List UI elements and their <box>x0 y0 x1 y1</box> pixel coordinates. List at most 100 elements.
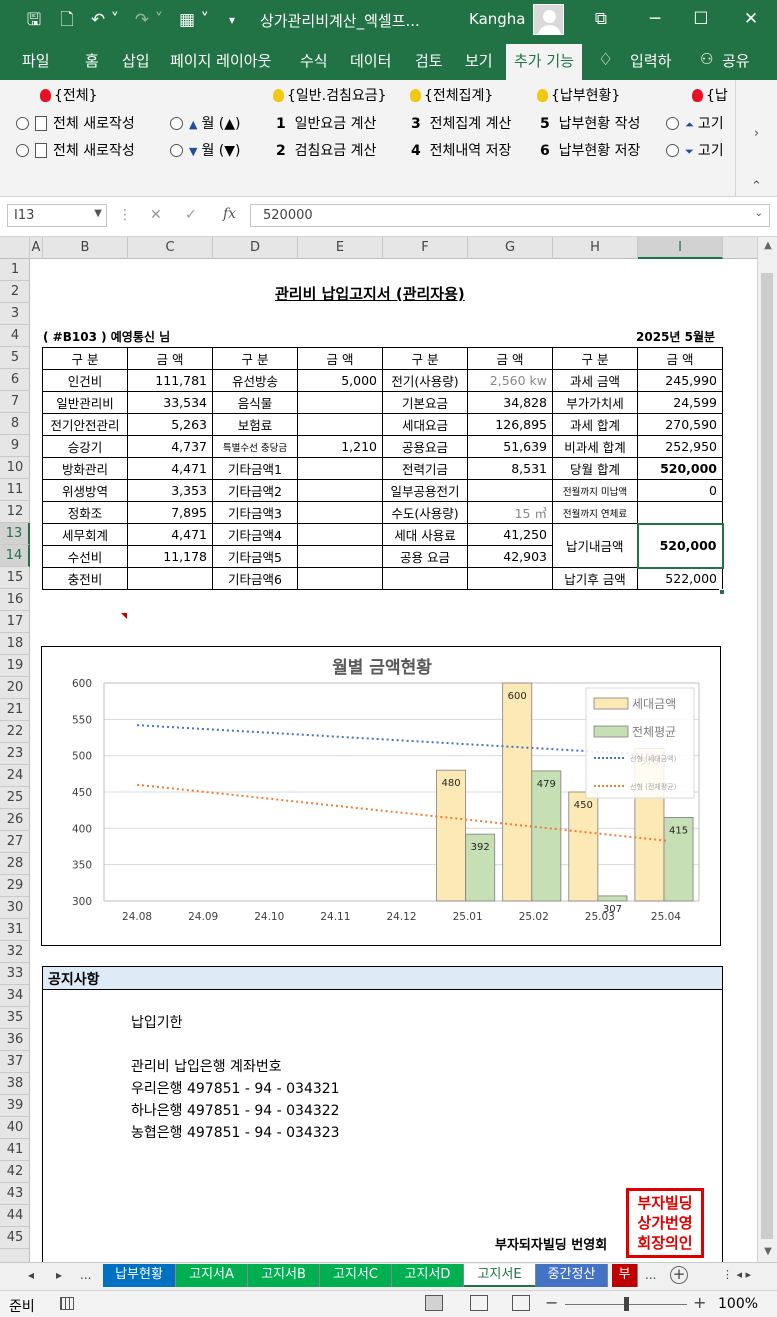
row-header[interactable]: 34 <box>0 985 30 1007</box>
cell[interactable]: 8,531 <box>467 457 553 480</box>
cell[interactable]: 11,178 <box>127 545 213 568</box>
user-avatar-icon[interactable] <box>533 4 564 35</box>
row-header[interactable]: 35 <box>0 1007 30 1029</box>
ribbon-display-options-icon[interactable]: ⧉ <box>594 9 608 29</box>
header-cell[interactable]: 금 액 <box>467 347 553 370</box>
new-all-button-1[interactable]: 전체 새로작성 <box>16 115 135 133</box>
insert-function-icon[interactable]: fx <box>223 206 237 222</box>
create-payment-status-button[interactable]: 5 납부현황 작성 <box>540 115 640 133</box>
row-header[interactable]: 42 <box>0 1161 30 1183</box>
header-cell[interactable]: 금 액 <box>637 347 723 370</box>
row-header[interactable]: 16 <box>0 589 30 611</box>
cell[interactable]: 수도(사용량) <box>382 501 468 524</box>
sheet-tab[interactable]: 고지서D <box>392 1264 464 1287</box>
save-payment-status-button[interactable]: 6 납부현황 저장 <box>540 142 640 160</box>
cell[interactable]: 34,828 <box>467 391 553 414</box>
cell[interactable] <box>297 567 383 590</box>
page-layout-view-icon[interactable] <box>470 1295 488 1311</box>
row-header[interactable]: 20 <box>0 677 30 699</box>
radio-icon[interactable] <box>170 117 183 130</box>
row-header[interactable]: 32 <box>0 941 30 963</box>
customize-qat-icon[interactable]: ▾ <box>228 13 236 27</box>
minimize-icon[interactable]: ─ <box>649 9 661 29</box>
column-header[interactable]: G <box>468 237 553 259</box>
cell[interactable]: 부가가치세 <box>552 391 638 414</box>
tab-view[interactable]: 보기 <box>465 52 493 70</box>
cell[interactable]: 음식물 <box>212 391 298 414</box>
tab-insert[interactable]: 삽입 <box>122 52 150 70</box>
cell[interactable] <box>297 501 383 524</box>
cell[interactable] <box>297 545 383 568</box>
radio-icon[interactable] <box>170 144 183 157</box>
row-header[interactable]: 31 <box>0 919 30 941</box>
close-icon[interactable]: ✕ <box>743 9 759 29</box>
sheet-tab[interactable]: 고지서C <box>320 1264 392 1287</box>
sheet-tab[interactable]: 고지서A <box>176 1264 248 1287</box>
cell[interactable]: 당월 합계 <box>552 457 638 480</box>
redo-icon[interactable]: ↷ ˅ <box>134 10 164 30</box>
cell[interactable] <box>297 391 383 414</box>
cell[interactable]: 기타금액4 <box>212 523 298 546</box>
fill-handle[interactable] <box>719 589 725 595</box>
column-header[interactable]: E <box>298 237 383 259</box>
row-header[interactable]: 40 <box>0 1117 30 1139</box>
cell[interactable]: 기타금액5 <box>212 545 298 568</box>
cell[interactable]: 41,250 <box>467 523 553 546</box>
column-header[interactable]: A <box>30 237 43 259</box>
sheet-tab[interactable]: 고지서B <box>248 1264 320 1287</box>
cell[interactable]: 과세 금액 <box>552 369 638 392</box>
row-header[interactable]: 38 <box>0 1073 30 1095</box>
cell[interactable]: 전기(사용량) <box>382 369 468 392</box>
row-header[interactable]: 13 <box>0 523 30 545</box>
row-header[interactable]: 22 <box>0 721 30 743</box>
cell[interactable]: 납기후 금액 <box>552 567 638 590</box>
row-header[interactable]: 5 <box>0 347 30 369</box>
zoom-level[interactable]: 100% <box>718 1296 759 1312</box>
tab-formulas[interactable]: 수식 <box>300 52 328 70</box>
share-icon[interactable]: ⚇ <box>700 50 714 68</box>
row-header[interactable]: 36 <box>0 1029 30 1051</box>
cell[interactable]: 252,950 <box>637 435 723 458</box>
cell[interactable]: 520,000 <box>637 457 723 480</box>
row-header[interactable]: 21 <box>0 699 30 721</box>
cell[interactable]: 3,353 <box>127 479 213 502</box>
row-header[interactable]: 2 <box>0 281 30 303</box>
normal-view-icon[interactable] <box>425 1295 443 1311</box>
cell[interactable]: 15 ㎥ <box>467 501 553 524</box>
header-cell[interactable]: 금 액 <box>127 347 213 370</box>
cut-button-2[interactable]: ⏷ 고기 <box>666 142 724 161</box>
column-header[interactable]: B <box>43 237 128 259</box>
cell[interactable]: 세무회계 <box>42 523 128 546</box>
macro-total-summary-button[interactable]: {전체집계} <box>410 87 493 105</box>
column-header[interactable]: F <box>383 237 468 259</box>
column-header[interactable]: D <box>213 237 298 259</box>
cell[interactable] <box>297 413 383 436</box>
row-header[interactable]: 29 <box>0 875 30 897</box>
cell[interactable]: 5,263 <box>127 413 213 436</box>
radio-icon[interactable] <box>666 117 679 130</box>
cell[interactable]: 과세 합계 <box>552 413 638 436</box>
calc-total-button[interactable]: 3 전체집계 계산 <box>411 115 511 133</box>
cell[interactable]: 공용요금 <box>382 435 468 458</box>
cell[interactable]: 전기안전관리 <box>42 413 128 436</box>
row-header[interactable]: 27 <box>0 831 30 853</box>
enter-icon[interactable]: ✓ <box>185 207 197 223</box>
header-cell[interactable]: 금 액 <box>297 347 383 370</box>
cell[interactable]: 4,737 <box>127 435 213 458</box>
row-header[interactable]: 10 <box>0 457 30 479</box>
radio-icon[interactable] <box>16 144 29 157</box>
row-header[interactable]: 7 <box>0 391 30 413</box>
cell[interactable]: 전월까지 미납액 <box>552 479 638 502</box>
cell[interactable]: 111,781 <box>127 369 213 392</box>
row-header[interactable]: 1 <box>0 259 30 281</box>
row-header[interactable]: 43 <box>0 1183 30 1205</box>
cell[interactable] <box>637 501 723 524</box>
expand-formula-icon[interactable]: ⌄ <box>754 208 763 219</box>
cell[interactable]: 245,990 <box>637 369 723 392</box>
cell[interactable]: 승강기 <box>42 435 128 458</box>
macro-payment-status-button[interactable]: {납부현황} <box>537 87 620 105</box>
row-header[interactable]: 3 <box>0 303 30 325</box>
add-sheet-button[interactable]: + <box>670 1266 688 1284</box>
tab-page-layout[interactable]: 페이지 레이아웃 <box>170 52 272 70</box>
cell[interactable]: 기타금액2 <box>212 479 298 502</box>
